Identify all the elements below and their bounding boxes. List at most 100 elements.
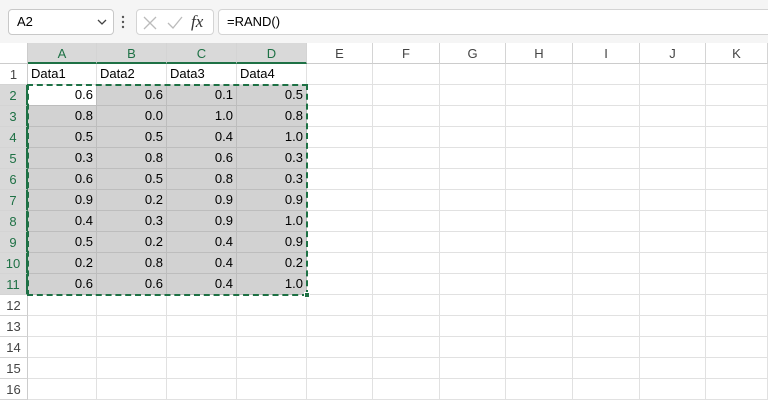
- cancel-icon[interactable]: [143, 16, 157, 30]
- cell[interactable]: [640, 295, 706, 316]
- cell[interactable]: 1.0: [167, 106, 237, 127]
- row-header[interactable]: 2: [0, 85, 28, 106]
- cell[interactable]: [167, 316, 237, 337]
- cell[interactable]: [640, 358, 706, 379]
- cell[interactable]: [237, 295, 307, 316]
- cell[interactable]: [373, 64, 440, 85]
- cell[interactable]: 0.2: [237, 253, 307, 274]
- cell[interactable]: 0.9: [237, 190, 307, 211]
- cell[interactable]: [373, 190, 440, 211]
- cell[interactable]: [706, 127, 768, 148]
- cell[interactable]: 0.3: [237, 169, 307, 190]
- cell[interactable]: [640, 127, 706, 148]
- cell[interactable]: [573, 232, 640, 253]
- cell[interactable]: 0.8: [97, 253, 167, 274]
- cell[interactable]: [640, 85, 706, 106]
- enter-icon[interactable]: [167, 16, 183, 30]
- cell[interactable]: [373, 211, 440, 232]
- cell[interactable]: [440, 148, 506, 169]
- cell[interactable]: [706, 274, 768, 295]
- cell[interactable]: 0.6: [167, 148, 237, 169]
- cell[interactable]: [706, 106, 768, 127]
- cell[interactable]: [506, 211, 573, 232]
- cell[interactable]: 0.4: [167, 274, 237, 295]
- cell[interactable]: [706, 253, 768, 274]
- cell[interactable]: 0.3: [97, 211, 167, 232]
- cell[interactable]: [307, 127, 373, 148]
- cell[interactable]: [506, 85, 573, 106]
- cell[interactable]: [307, 253, 373, 274]
- cell[interactable]: [237, 358, 307, 379]
- cell[interactable]: [167, 337, 237, 358]
- column-header[interactable]: D: [237, 43, 307, 64]
- cell[interactable]: [440, 211, 506, 232]
- cell[interactable]: 0.4: [28, 211, 97, 232]
- cell[interactable]: [373, 337, 440, 358]
- cell[interactable]: [506, 169, 573, 190]
- cell[interactable]: [440, 85, 506, 106]
- cell[interactable]: [97, 316, 167, 337]
- cell[interactable]: 0.2: [28, 253, 97, 274]
- cell[interactable]: [307, 64, 373, 85]
- cell[interactable]: 0.6: [28, 85, 97, 106]
- cell[interactable]: 0.5: [97, 127, 167, 148]
- cell[interactable]: [307, 148, 373, 169]
- cell[interactable]: [640, 64, 706, 85]
- cell[interactable]: [28, 316, 97, 337]
- cell[interactable]: [706, 169, 768, 190]
- cell[interactable]: [373, 316, 440, 337]
- cell[interactable]: [573, 64, 640, 85]
- cell[interactable]: [506, 106, 573, 127]
- cell[interactable]: [706, 358, 768, 379]
- cell[interactable]: [506, 316, 573, 337]
- cell[interactable]: 0.1: [167, 85, 237, 106]
- row-header[interactable]: 9: [0, 232, 28, 253]
- cell[interactable]: [506, 232, 573, 253]
- row-header[interactable]: 7: [0, 190, 28, 211]
- cell[interactable]: [373, 295, 440, 316]
- cell[interactable]: [440, 253, 506, 274]
- cell[interactable]: 0.0: [97, 106, 167, 127]
- cell[interactable]: [506, 337, 573, 358]
- row-header[interactable]: 11: [0, 274, 28, 295]
- cell[interactable]: [706, 85, 768, 106]
- cell[interactable]: 0.5: [28, 127, 97, 148]
- column-header[interactable]: G: [440, 43, 506, 64]
- cell[interactable]: [373, 358, 440, 379]
- cell[interactable]: [97, 358, 167, 379]
- cell[interactable]: [167, 379, 237, 400]
- row-header[interactable]: 1: [0, 64, 28, 85]
- cell[interactable]: 0.8: [237, 106, 307, 127]
- cell[interactable]: [440, 274, 506, 295]
- cell[interactable]: [573, 274, 640, 295]
- cell[interactable]: [573, 169, 640, 190]
- column-header[interactable]: K: [706, 43, 768, 64]
- cell[interactable]: [506, 358, 573, 379]
- cell[interactable]: 0.5: [28, 232, 97, 253]
- cell[interactable]: 0.5: [97, 169, 167, 190]
- cell[interactable]: Data3: [167, 64, 237, 85]
- cell[interactable]: Data4: [237, 64, 307, 85]
- row-header[interactable]: 4: [0, 127, 28, 148]
- cell[interactable]: 1.0: [237, 127, 307, 148]
- column-header[interactable]: I: [573, 43, 640, 64]
- cell[interactable]: [573, 316, 640, 337]
- row-header[interactable]: 12: [0, 295, 28, 316]
- cell[interactable]: [307, 232, 373, 253]
- cell[interactable]: [573, 106, 640, 127]
- row-header[interactable]: 10: [0, 253, 28, 274]
- cell[interactable]: 0.8: [167, 169, 237, 190]
- cell[interactable]: [307, 106, 373, 127]
- cell[interactable]: [573, 127, 640, 148]
- row-header[interactable]: 5: [0, 148, 28, 169]
- cell[interactable]: 0.8: [97, 148, 167, 169]
- column-header[interactable]: H: [506, 43, 573, 64]
- column-header[interactable]: C: [167, 43, 237, 64]
- row-header[interactable]: 6: [0, 169, 28, 190]
- cell[interactable]: [28, 379, 97, 400]
- cell[interactable]: [640, 169, 706, 190]
- cell[interactable]: Data2: [97, 64, 167, 85]
- cell[interactable]: [440, 358, 506, 379]
- cell[interactable]: [640, 379, 706, 400]
- cell[interactable]: [373, 85, 440, 106]
